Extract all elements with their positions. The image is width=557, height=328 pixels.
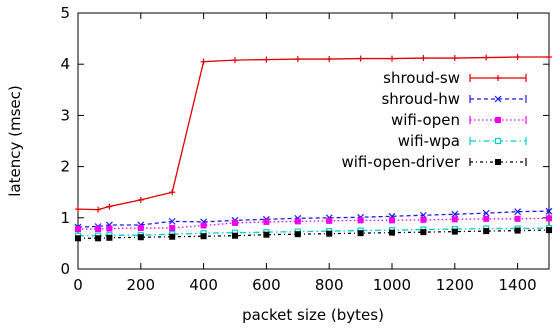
data-point-shroud-sw — [451, 55, 458, 62]
x-axis-label: packet size (bytes) — [242, 306, 384, 324]
plot-border — [77, 12, 550, 270]
data-point-wifi-open — [389, 217, 395, 224]
data-point-shroud-sw — [326, 56, 333, 63]
series-shroud-sw — [75, 54, 552, 213]
data-point-wifi-open — [137, 225, 144, 232]
legend-label-wifi-wpa: wifi-wpa — [398, 132, 460, 150]
data-point-wifi-open-driver — [169, 233, 176, 240]
legend-label-shroud-hw: shroud-hw — [381, 90, 460, 108]
data-point-wifi-open — [420, 216, 427, 223]
y-tick-label: 2 — [60, 158, 70, 176]
legend-marker-shroud-sw — [495, 75, 501, 81]
y-tick-label: 0 — [60, 260, 70, 278]
legend-marker-wifi-open-driver — [495, 159, 501, 165]
data-point-wifi-open — [357, 217, 364, 224]
data-point-wifi-open-driver — [294, 231, 301, 238]
data-point-shroud-sw — [514, 54, 521, 61]
data-point-wifi-open — [95, 226, 102, 233]
data-point-wifi-open-driver — [546, 227, 552, 234]
data-point-shroud-sw — [420, 55, 427, 62]
data-point-wifi-open — [169, 225, 176, 232]
data-point-wifi-open-driver — [200, 233, 207, 240]
x-tick-label: 600 — [252, 276, 281, 294]
x-tick-label: 400 — [189, 276, 218, 294]
data-point-wifi-open-driver — [357, 230, 364, 237]
data-point-shroud-sw — [106, 203, 113, 210]
data-point-wifi-open-driver — [514, 227, 521, 234]
data-point-wifi-open-driver — [420, 229, 427, 236]
data-point-wifi-open-driver — [483, 228, 490, 235]
data-point-shroud-sw — [232, 57, 238, 64]
data-point-shroud-sw — [357, 55, 364, 62]
x-tick-label: 1200 — [436, 276, 474, 294]
series-shroud-hw — [74, 207, 553, 231]
data-point-wifi-open — [232, 219, 238, 226]
data-point-wifi-open-driver — [106, 234, 113, 241]
x-tick-label: 200 — [126, 276, 155, 294]
data-point-shroud-hw — [168, 217, 176, 225]
data-point-shroud-sw — [546, 54, 552, 61]
data-point-wifi-open-driver — [137, 234, 144, 241]
data-point-wifi-open-driver — [232, 232, 238, 239]
legend: shroud-sw shroud-hw wifi-open wifi-wpa wifi-… — [341, 69, 527, 171]
data-point-wifi-open — [106, 225, 113, 232]
data-point-wifi-open-driver — [389, 229, 395, 236]
data-point-shroud-hw — [545, 207, 553, 215]
series-line-shroud-sw — [77, 56, 549, 211]
series-wifi-open-driver — [75, 227, 552, 242]
data-point-shroud-sw — [263, 56, 270, 63]
y-tick-label: 4 — [60, 55, 70, 73]
data-point-wifi-open-driver — [451, 228, 458, 235]
y-axis-label: latency (msec) — [6, 85, 24, 196]
data-point-shroud-hw — [514, 208, 522, 216]
data-point-wifi-open — [326, 217, 333, 224]
data-point-shroud-sw — [137, 196, 144, 203]
data-point-shroud-sw — [200, 58, 207, 65]
data-point-wifi-open — [451, 216, 458, 223]
data-point-wifi-open-driver — [95, 235, 102, 242]
x-tick-label: 1400 — [499, 276, 537, 294]
data-point-wifi-open — [546, 215, 552, 222]
series-wifi-open — [75, 215, 552, 233]
legend-label-shroud-sw: shroud-sw — [383, 69, 460, 87]
data-point-wifi-open — [263, 218, 270, 225]
data-point-wifi-open — [294, 218, 301, 225]
series-line-wifi-open-driver — [78, 229, 550, 239]
x-tick-label: 1000 — [373, 276, 411, 294]
y-tick-label: 3 — [60, 106, 70, 124]
data-point-wifi-open — [75, 226, 81, 233]
data-point-wifi-open-driver — [75, 235, 81, 242]
data-point-shroud-sw — [95, 206, 102, 213]
plot-frame — [77, 12, 550, 270]
y-tick-label: 1 — [60, 209, 70, 227]
data-point-shroud-hw — [482, 209, 490, 217]
data-point-shroud-sw — [75, 206, 81, 213]
data-point-wifi-open — [483, 215, 490, 222]
legend-marker-shroud-hw — [494, 95, 502, 103]
x-tick-label: 800 — [315, 276, 344, 294]
y-axis: 0 1 2 3 4 5 — [60, 4, 549, 278]
data-point-wifi-open-driver — [263, 231, 270, 238]
data-point-shroud-sw — [389, 55, 395, 62]
x-tick-label: 0 — [73, 276, 83, 294]
data-point-shroud-sw — [483, 54, 490, 61]
data-point-wifi-open — [514, 215, 521, 222]
legend-marker-wifi-wpa — [494, 137, 502, 145]
legend-marker-wifi-open — [495, 117, 501, 123]
x-axis: 0 200 400 600 800 1000 1200 1400 — [73, 13, 537, 294]
y-tick-label: 5 — [60, 4, 70, 22]
series-layer — [74, 54, 553, 242]
data-point-shroud-sw — [169, 189, 176, 196]
legend-label-wifi-open-driver: wifi-open-driver — [341, 153, 460, 171]
legend-label-wifi-open: wifi-open — [391, 111, 460, 129]
data-point-wifi-open-driver — [326, 230, 333, 237]
data-point-shroud-hw — [451, 210, 459, 218]
data-point-wifi-open — [200, 222, 207, 229]
data-point-shroud-sw — [294, 56, 301, 63]
